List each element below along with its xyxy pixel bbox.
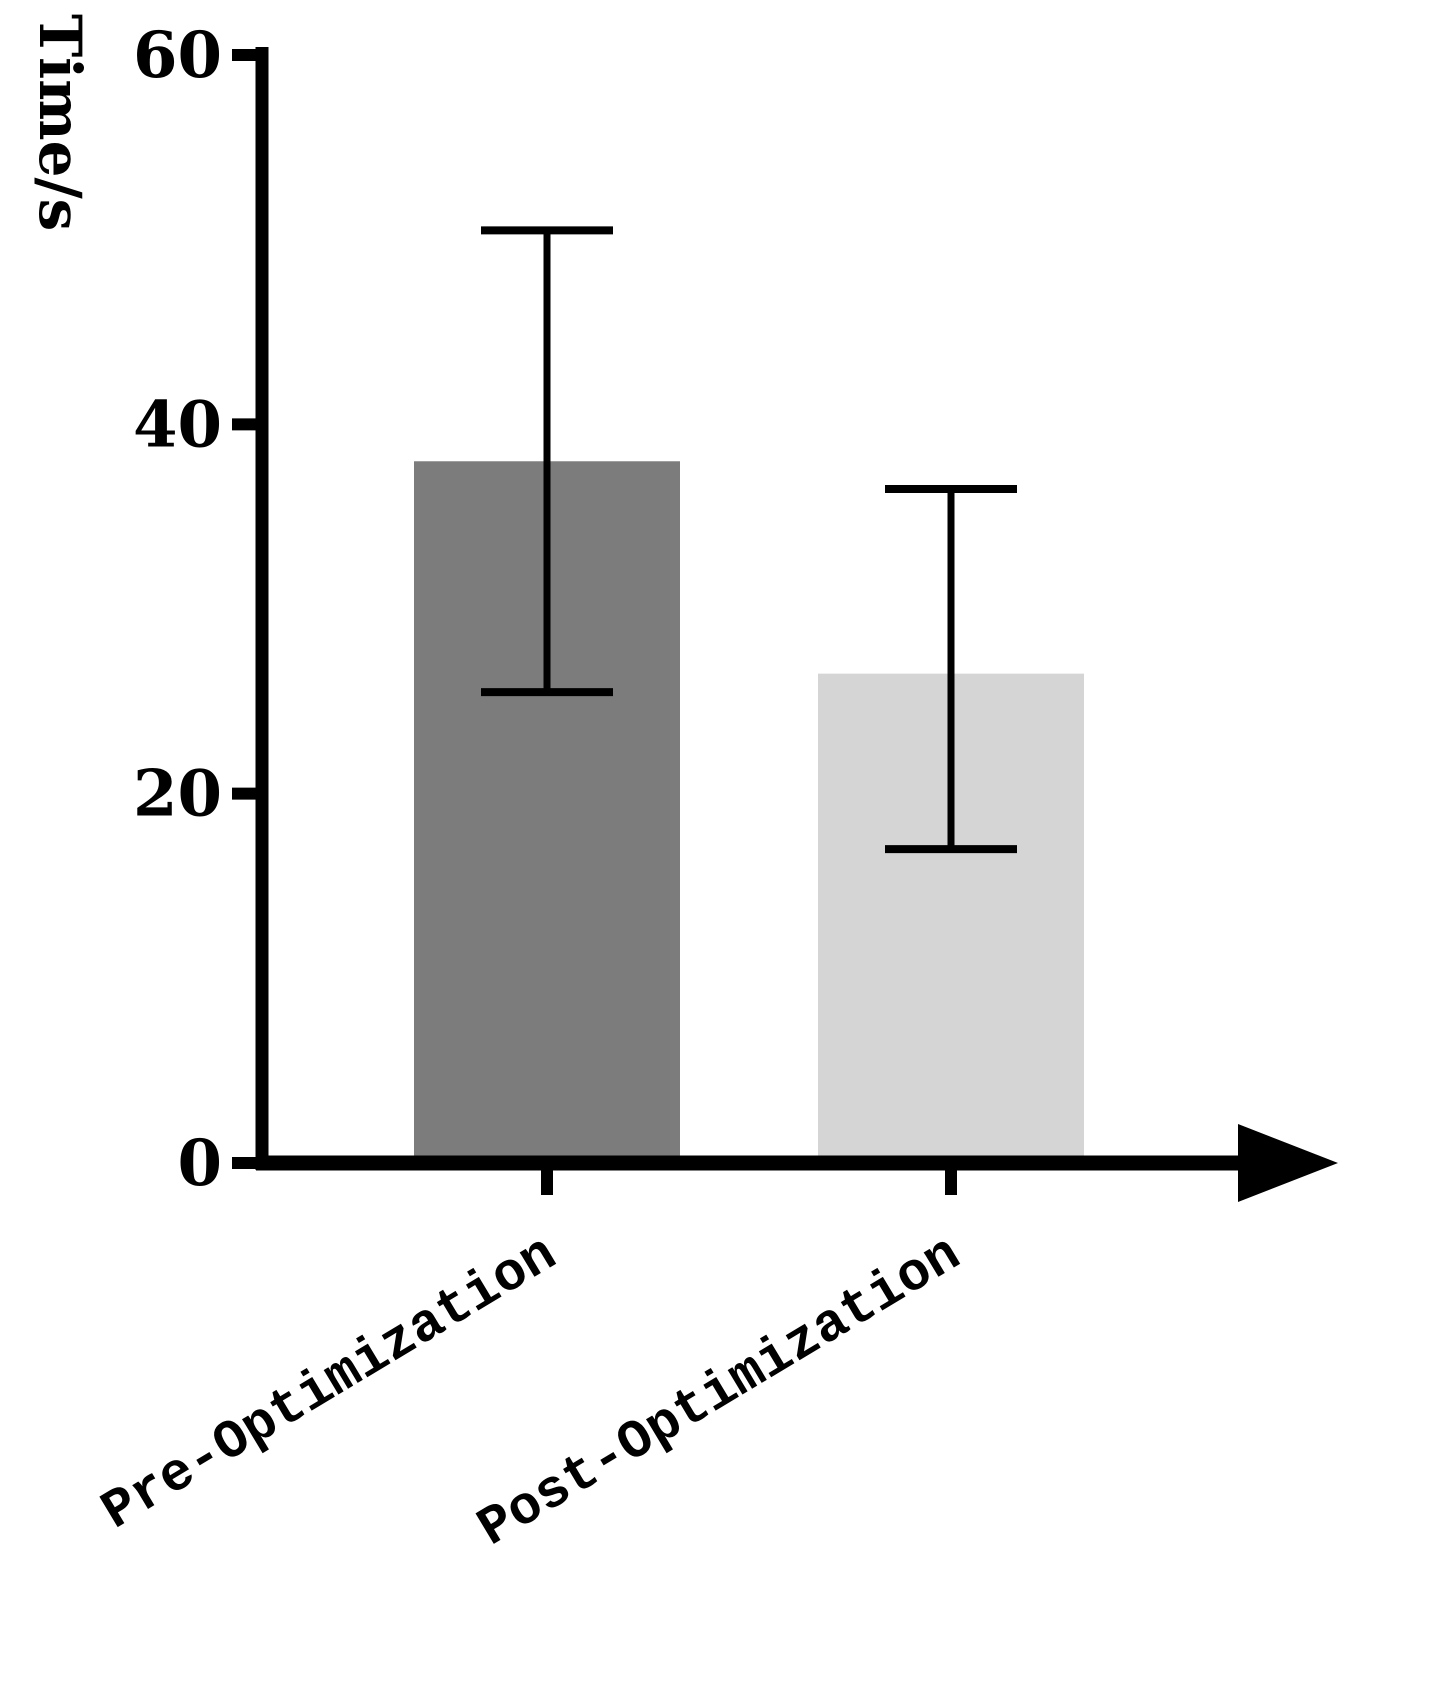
y-tick-label: 0 xyxy=(177,1126,222,1201)
y-tick-label: 60 xyxy=(133,18,222,93)
y-axis-title: Time/s xyxy=(26,14,94,231)
y-tick-label: 40 xyxy=(133,387,222,462)
y-tick-label: 20 xyxy=(133,757,222,832)
x-axis-arrow-icon xyxy=(1238,1124,1338,1202)
